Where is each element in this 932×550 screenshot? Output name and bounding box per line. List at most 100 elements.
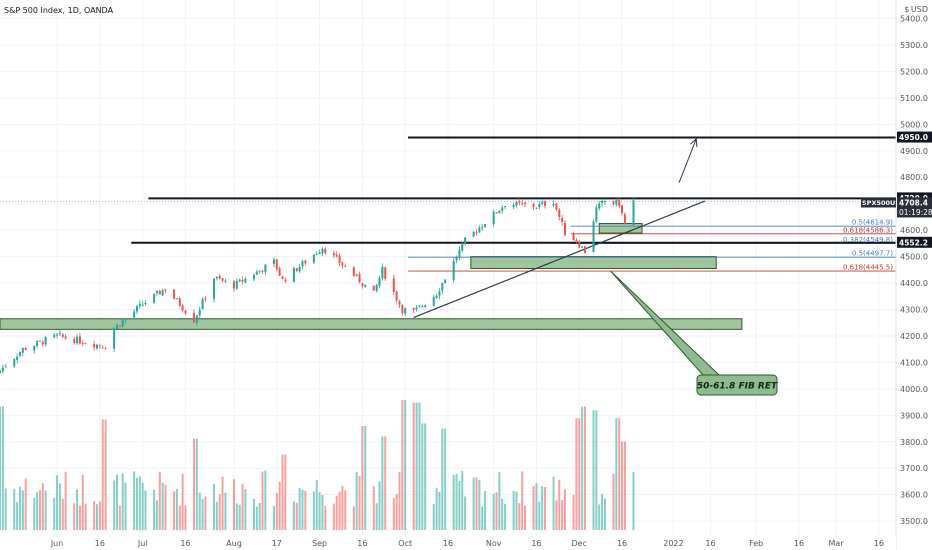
- candle-body: [115, 324, 118, 329]
- time-tick-label: 16: [531, 539, 541, 548]
- candle-body: [544, 201, 547, 206]
- volume-bar: [33, 497, 36, 530]
- volume-bar: [435, 488, 438, 530]
- volume-bar: [398, 472, 401, 530]
- candle-body: [24, 347, 27, 350]
- candle-body: [578, 241, 581, 248]
- candle-body: [113, 328, 116, 349]
- price-tick-label: 4100.0: [900, 358, 928, 367]
- candle-body: [441, 283, 444, 291]
- volume-bar: [432, 504, 435, 530]
- volume-bar: [592, 410, 595, 530]
- volume-bar: [53, 497, 56, 530]
- grid-lines: [0, 0, 896, 537]
- candle-body: [552, 203, 555, 206]
- trendline: [413, 200, 706, 318]
- volume-bar: [153, 489, 156, 530]
- volume-bar: [603, 498, 606, 530]
- candle-body: [515, 201, 518, 206]
- volume-bar: [281, 454, 284, 530]
- candle-body: [524, 202, 527, 205]
- volume-bar: [232, 479, 235, 530]
- volume-bar: [524, 505, 527, 530]
- candle-body: [575, 239, 578, 243]
- volume-bar: [61, 498, 64, 530]
- time-axis-background: [0, 537, 896, 550]
- candle-body: [244, 278, 247, 283]
- volume-bar: [158, 471, 161, 530]
- volume-bar: [478, 479, 481, 530]
- volume-bar: [595, 410, 598, 530]
- candle-body: [321, 248, 324, 254]
- candle-body: [475, 232, 478, 234]
- candle-body: [538, 204, 541, 208]
- level-tag-4552-bg: [897, 236, 932, 248]
- time-tick-label: Jun: [50, 539, 64, 548]
- candle-body: [241, 279, 244, 282]
- price-tick-label: 4800.0: [900, 173, 928, 182]
- volume-bar: [512, 490, 515, 530]
- candle-body: [592, 221, 595, 253]
- projection-arrow-shaft: [678, 138, 697, 183]
- candle-body: [281, 276, 284, 279]
- volume-bar: [378, 481, 381, 530]
- volume-bar: [364, 426, 367, 530]
- price-axis-ticks: 3500.0 3600.0 3700.0 3800.0 3900.0 4000.0 4100…: [900, 15, 928, 527]
- volume-bar: [395, 494, 398, 530]
- candle-body: [424, 305, 427, 307]
- candle-body: [335, 254, 338, 257]
- volume-bar: [0, 406, 1, 530]
- volume-bar: [93, 501, 96, 530]
- projection-arrow-head: [690, 137, 698, 147]
- volume-bar: [244, 489, 247, 530]
- candle-body: [135, 306, 138, 312]
- volume-bar: [572, 495, 575, 530]
- candle-body: [33, 345, 36, 351]
- volume-bar: [515, 491, 518, 530]
- fib-level-label: 0.5(4614.9): [852, 219, 893, 227]
- candle-body: [612, 201, 615, 204]
- price-tick-label: 3800.0: [900, 438, 928, 447]
- candle-body: [133, 311, 136, 318]
- candle-body: [4, 366, 7, 368]
- volume-bar: [504, 504, 507, 530]
- volume-bar: [201, 498, 204, 530]
- volume-bar: [181, 473, 184, 530]
- volume-bar: [321, 494, 324, 530]
- price-tick-label: 4900.0: [900, 147, 928, 156]
- volume-bar: [312, 491, 315, 530]
- volume-bar: [275, 493, 278, 530]
- time-tick-label: Aug: [226, 539, 242, 548]
- candle-body: [361, 282, 364, 286]
- candle-body: [418, 305, 421, 307]
- candle-body: [501, 207, 504, 211]
- candle-body: [101, 347, 104, 349]
- candle-body: [623, 214, 626, 225]
- level-tag-4950-bg: [897, 131, 932, 143]
- candle-body: [181, 305, 184, 311]
- volume-bar: [384, 436, 387, 530]
- candle-body: [412, 308, 415, 310]
- price-tick-label: 4600.0: [900, 226, 928, 235]
- price-tick-label: 3600.0: [900, 491, 928, 500]
- candle-body: [521, 203, 524, 205]
- volume-bar: [135, 477, 138, 530]
- fib-level-label: 0.618(4445.5): [843, 264, 893, 272]
- candle-body: [58, 333, 61, 335]
- time-tick-label: 16: [705, 539, 715, 548]
- price-axis[interactable]: 3500.0 3600.0 3700.0 3800.0 3900.0 4000.0 4100…: [861, 0, 932, 550]
- candle-body: [563, 222, 566, 236]
- candle-body: [175, 298, 178, 300]
- time-axis[interactable]: Jun 16 Jul 16 Aug 17 Sep 16 Oct 16 Nov 16 Dec 16 2022 1…: [0, 537, 896, 550]
- candle-body: [16, 356, 19, 360]
- candle-body: [138, 303, 141, 307]
- volume-bar: [193, 439, 196, 530]
- volume-bar: [118, 505, 121, 530]
- price-tick-label: 3900.0: [900, 411, 928, 420]
- volume-bar: [621, 441, 624, 530]
- candle-body: [364, 284, 367, 287]
- volume-bar: [272, 505, 275, 530]
- candle-body: [161, 290, 164, 296]
- symbol-tag: SPX500USD: [862, 199, 906, 207]
